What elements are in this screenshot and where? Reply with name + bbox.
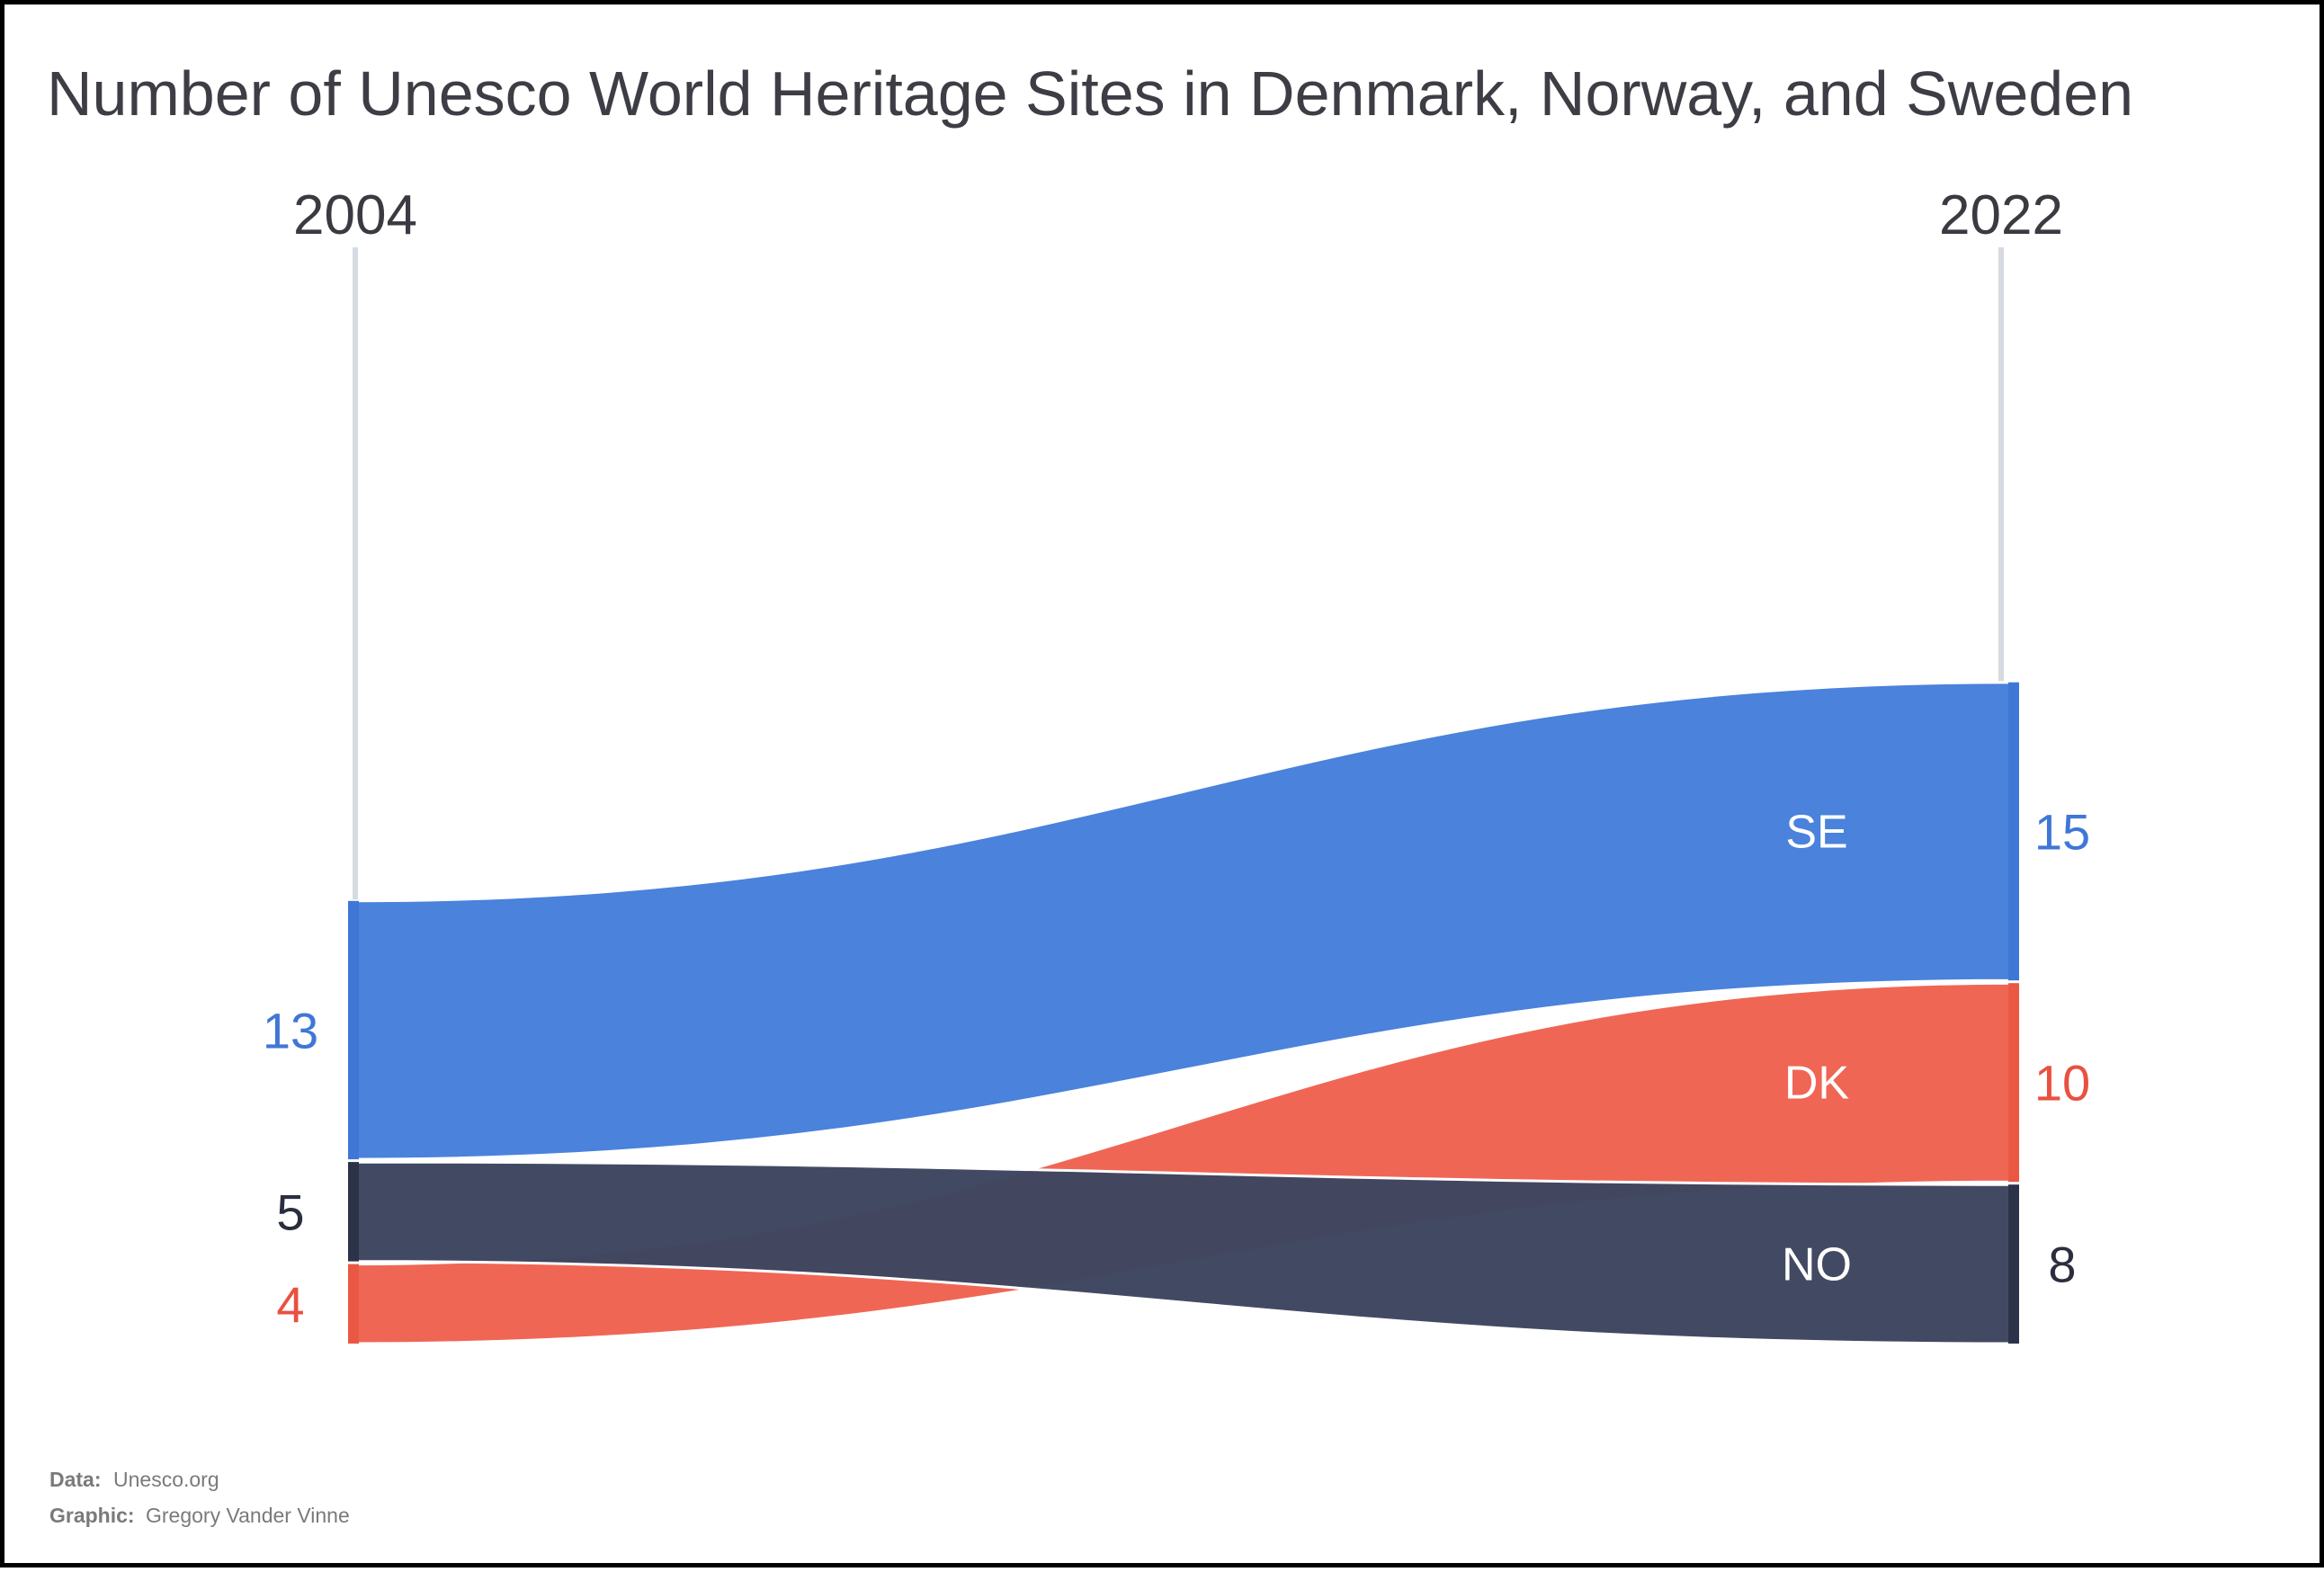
value-labels: 13 15 SE 5 8 NO 4 10 DK xyxy=(263,803,2090,1332)
series-label-se: SE xyxy=(1785,806,1847,858)
value-label-end-dk: 10 xyxy=(2034,1055,2090,1112)
source-graphic-key: Graphic: xyxy=(49,1504,135,1527)
value-label-end-se: 15 xyxy=(2034,803,2090,860)
node-bar-end-no xyxy=(2008,1184,2019,1344)
chart-title: Number of Unesco World Heritage Sites in… xyxy=(47,58,2133,129)
sankey-chart: Number of Unesco World Heritage Sites in… xyxy=(47,58,2133,1527)
value-label-start-se: 13 xyxy=(263,1002,318,1058)
node-bar-end-dk xyxy=(2008,983,2019,1183)
series-label-dk: DK xyxy=(1784,1058,1850,1110)
node-bar-end-se xyxy=(2008,682,2019,981)
value-label-start-dk: 4 xyxy=(276,1276,304,1333)
node-bar-start-se xyxy=(348,900,359,1160)
year-label-end: 2022 xyxy=(1939,184,2063,246)
value-label-end-no: 8 xyxy=(2048,1237,2076,1293)
source-data-key: Data: xyxy=(49,1468,102,1491)
source-graphic-value: Gregory Vander Vinne xyxy=(146,1504,350,1527)
source-data-value: Unesco.org xyxy=(113,1468,219,1491)
value-label-start-no: 5 xyxy=(276,1183,304,1240)
flows xyxy=(352,681,2016,1345)
series-label-no: NO xyxy=(1782,1239,1852,1291)
year-label-start: 2004 xyxy=(293,184,417,246)
node-bar-start-dk xyxy=(348,1264,359,1344)
node-bar-start-no xyxy=(348,1162,359,1262)
node-bars xyxy=(348,682,2019,1344)
axis-lines xyxy=(353,247,2004,901)
